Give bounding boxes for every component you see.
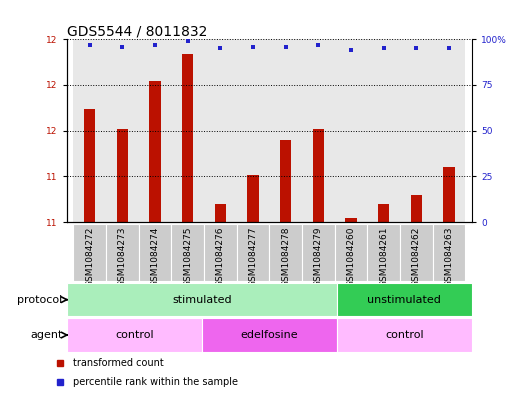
Bar — [67, 283, 337, 316]
Bar — [334, 224, 367, 281]
Text: agent: agent — [30, 330, 63, 340]
Text: GSM1084279: GSM1084279 — [314, 227, 323, 287]
Bar — [433, 224, 465, 281]
Bar — [236, 39, 269, 222]
Bar — [84, 109, 95, 222]
Bar — [269, 39, 302, 222]
Bar — [337, 283, 472, 316]
Text: GSM1084277: GSM1084277 — [248, 227, 258, 287]
Bar — [312, 129, 324, 222]
Text: GSM1084272: GSM1084272 — [85, 227, 94, 287]
Bar — [116, 129, 128, 222]
Bar — [302, 39, 334, 222]
Bar — [269, 224, 302, 281]
Text: percentile rank within the sample: percentile rank within the sample — [73, 377, 238, 387]
Bar — [345, 219, 357, 222]
Text: GSM1084261: GSM1084261 — [379, 227, 388, 287]
Text: GSM1084276: GSM1084276 — [216, 227, 225, 287]
Bar — [204, 39, 236, 222]
Text: unstimulated: unstimulated — [367, 295, 441, 305]
Point — [380, 45, 388, 51]
Bar — [367, 224, 400, 281]
Bar — [73, 224, 106, 281]
Bar — [182, 54, 193, 222]
Bar — [433, 39, 465, 222]
Text: GSM1084273: GSM1084273 — [118, 227, 127, 287]
Bar — [247, 174, 259, 222]
Bar — [149, 81, 161, 222]
Text: control: control — [115, 330, 153, 340]
Bar — [334, 39, 367, 222]
Bar — [411, 195, 422, 222]
Point — [216, 45, 224, 51]
Point — [86, 42, 94, 48]
Point — [282, 44, 290, 50]
Point — [118, 44, 126, 50]
Text: stimulated: stimulated — [172, 295, 231, 305]
Point — [249, 44, 257, 50]
Point — [151, 42, 159, 48]
Bar — [443, 167, 455, 222]
Bar — [202, 318, 337, 352]
Bar — [171, 39, 204, 222]
Text: GSM1084275: GSM1084275 — [183, 227, 192, 287]
Bar — [302, 224, 334, 281]
Text: edelfosine: edelfosine — [241, 330, 298, 340]
Bar — [400, 39, 433, 222]
Bar — [400, 224, 433, 281]
Text: GSM1084260: GSM1084260 — [347, 227, 356, 287]
Text: GDS5544 / 8011832: GDS5544 / 8011832 — [67, 24, 207, 38]
Bar — [337, 318, 472, 352]
Bar — [214, 204, 226, 222]
Bar — [139, 39, 171, 222]
Bar — [378, 204, 389, 222]
Bar — [139, 224, 171, 281]
Point — [184, 38, 192, 44]
Bar — [236, 224, 269, 281]
Point — [445, 45, 453, 51]
Bar — [204, 224, 236, 281]
Bar — [73, 39, 106, 222]
Text: GSM1084278: GSM1084278 — [281, 227, 290, 287]
Bar — [106, 224, 139, 281]
Bar — [280, 140, 291, 222]
Text: GSM1084262: GSM1084262 — [412, 227, 421, 287]
Text: transformed count: transformed count — [73, 358, 164, 367]
Point — [347, 47, 355, 53]
Bar — [367, 39, 400, 222]
Text: GSM1084263: GSM1084263 — [445, 227, 453, 287]
Point — [314, 42, 323, 48]
Bar — [67, 318, 202, 352]
Bar — [171, 224, 204, 281]
Text: control: control — [385, 330, 424, 340]
Bar — [106, 39, 139, 222]
Text: GSM1084274: GSM1084274 — [150, 227, 160, 287]
Point — [412, 45, 421, 51]
Text: protocol: protocol — [17, 295, 63, 305]
